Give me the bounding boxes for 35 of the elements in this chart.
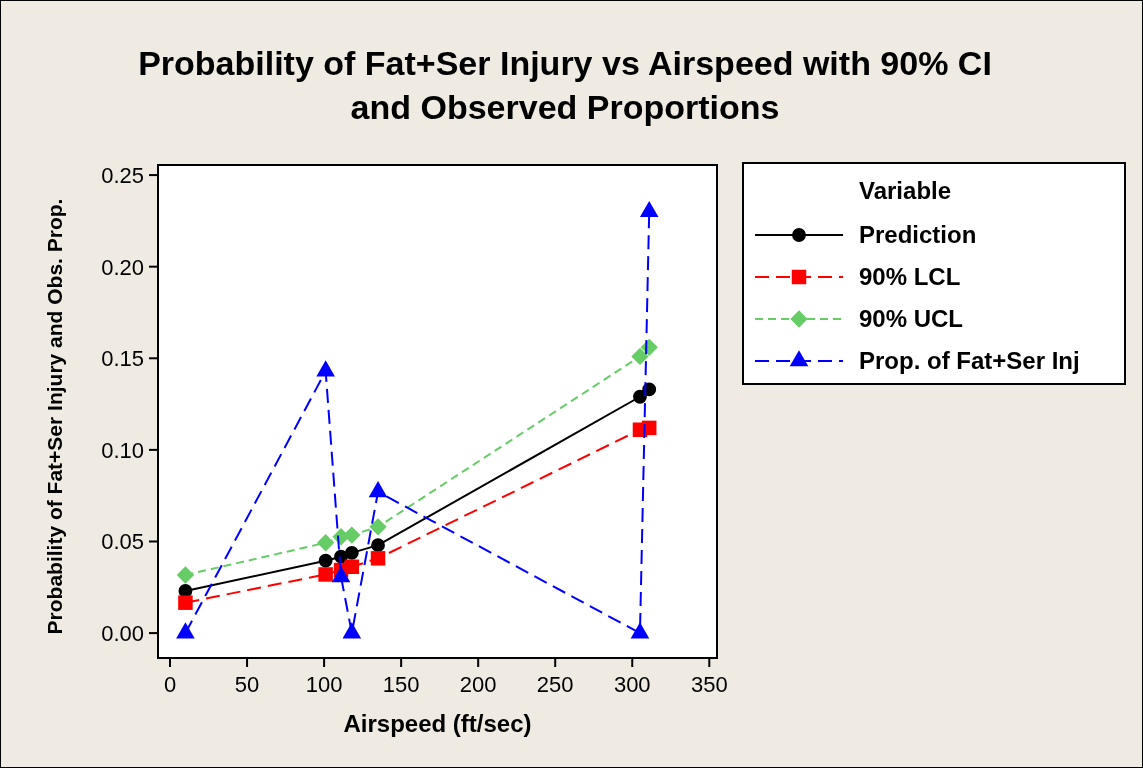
legend-title: Variable bbox=[859, 177, 952, 204]
y-tick-label: 0.25 bbox=[101, 163, 144, 189]
x-tick-label: 150 bbox=[382, 672, 420, 697]
x-tick-label: 100 bbox=[305, 672, 343, 697]
x-tick-label: 350 bbox=[690, 672, 728, 697]
y-tick-label: 0.00 bbox=[101, 621, 144, 647]
point bbox=[318, 567, 333, 582]
legend-label: 90% UCL bbox=[859, 305, 964, 332]
y-tick-label: 0.20 bbox=[101, 254, 144, 280]
point bbox=[178, 595, 193, 610]
x-tick-label: 300 bbox=[613, 672, 651, 697]
legend-label: 90% LCL bbox=[859, 263, 961, 290]
x-tick-label: 50 bbox=[234, 672, 260, 697]
point bbox=[633, 389, 647, 404]
y-tick-label: 0.15 bbox=[101, 346, 144, 372]
point bbox=[631, 347, 649, 366]
point bbox=[316, 534, 335, 552]
y-tick-label: 0.10 bbox=[101, 437, 144, 463]
y-axis-title: Probability of Fat+Ser Injury and Obs. Prop. bbox=[43, 198, 66, 635]
point bbox=[344, 545, 359, 560]
point bbox=[371, 538, 385, 553]
x-tick-label: 200 bbox=[459, 672, 497, 697]
point bbox=[343, 526, 361, 544]
point bbox=[370, 551, 386, 566]
x-axis-title: Airspeed (ft/sec) bbox=[343, 710, 532, 737]
y-tick-label: 0.05 bbox=[101, 529, 144, 555]
chart-title: Probability of Fat+Ser Injury vs Airspeed with 90% CI and Observed Proportions bbox=[138, 44, 992, 126]
legend-label: Prop. of Fat+Ser Inj bbox=[859, 347, 1080, 374]
point bbox=[176, 566, 195, 584]
point bbox=[369, 518, 387, 536]
point bbox=[344, 559, 360, 575]
point bbox=[318, 553, 333, 568]
x-tick-label: 0 bbox=[163, 672, 177, 697]
x-tick-label: 250 bbox=[536, 672, 574, 697]
legend-label: Prediction bbox=[859, 221, 977, 248]
